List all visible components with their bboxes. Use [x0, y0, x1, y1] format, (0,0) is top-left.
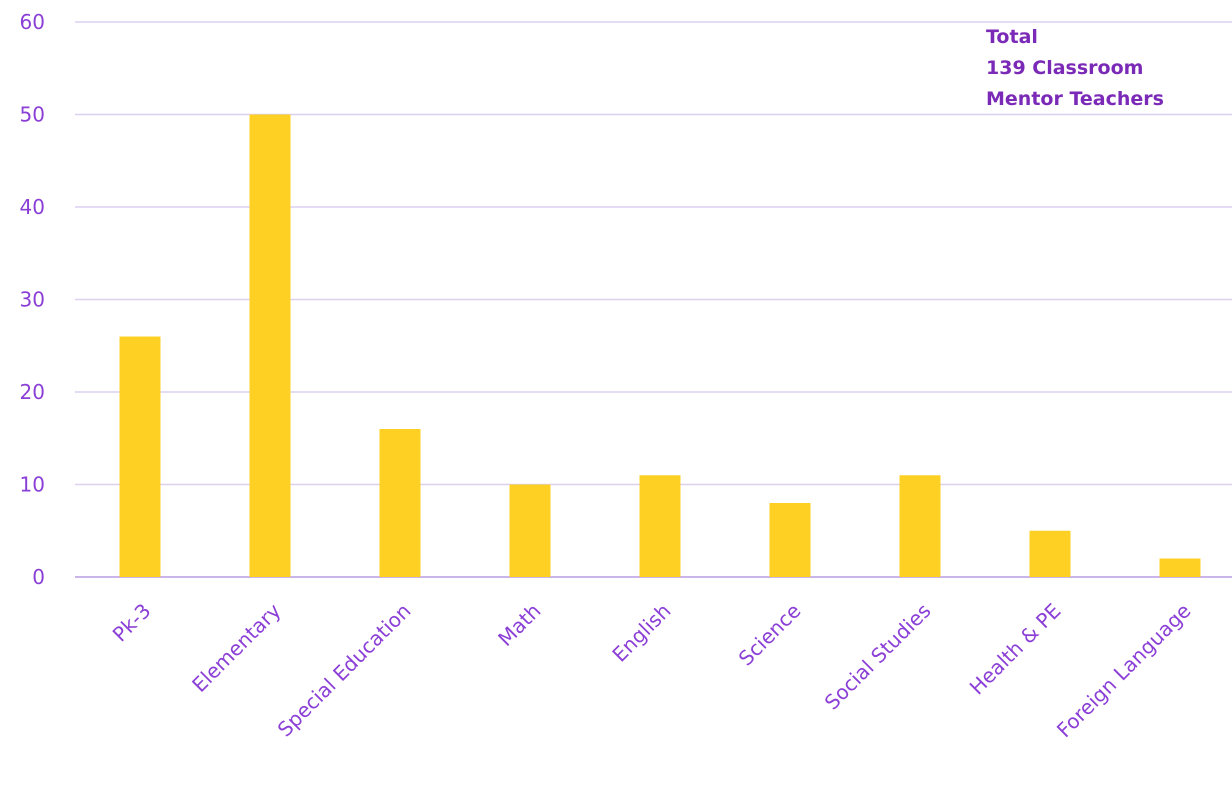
x-category-label: Science	[734, 599, 806, 671]
x-category-label: Math	[493, 599, 545, 651]
y-tick-label: 10	[20, 473, 45, 497]
x-category-label: Health & PE	[965, 599, 1066, 700]
x-category-label: Foreign Language	[1052, 599, 1196, 743]
y-tick-label: 40	[20, 195, 45, 219]
bar	[509, 484, 551, 577]
x-category-label: Social Studies	[820, 599, 936, 715]
y-tick-label: 30	[20, 288, 45, 312]
bar	[119, 336, 161, 577]
x-category-label: Pk-3	[108, 599, 156, 647]
bar	[379, 429, 421, 577]
total-annotation: Total 139 Classroom Mentor Teachers	[986, 22, 1164, 115]
annotation-line-3: Mentor Teachers	[986, 88, 1164, 110]
bars	[119, 114, 1201, 577]
bar	[249, 114, 291, 577]
y-axis-tick-labels: 0 10 20 30 40 50 60	[20, 10, 45, 589]
y-tick-label: 20	[20, 380, 45, 404]
annotation-line-2: 139 Classroom	[986, 57, 1144, 79]
x-category-label: Elementary	[187, 598, 285, 696]
y-tick-label: 0	[32, 565, 45, 589]
bar	[899, 475, 941, 577]
x-category-label: Special Education	[273, 599, 416, 742]
bar	[769, 503, 811, 577]
bar	[639, 475, 681, 577]
bar	[1159, 558, 1201, 577]
y-tick-label: 50	[20, 103, 45, 127]
x-category-label: English	[607, 599, 675, 667]
annotation-line-1: Total	[986, 26, 1038, 48]
bar	[1029, 530, 1071, 577]
y-tick-label: 60	[20, 10, 45, 34]
